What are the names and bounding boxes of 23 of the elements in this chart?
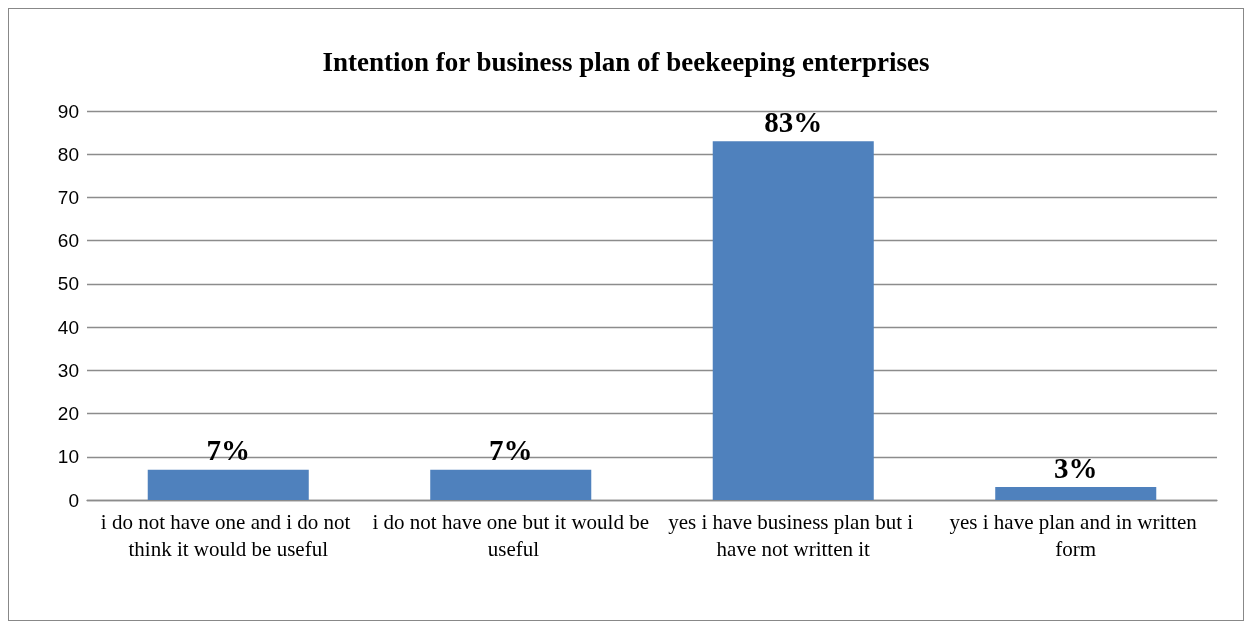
chart-title: Intention for business plan of beekeeping enterprises	[322, 46, 930, 77]
y-tick-label: 0	[68, 489, 79, 511]
y-tick-label: 50	[57, 273, 79, 295]
data-label: 7%	[206, 434, 250, 467]
y-tick-label: 10	[57, 446, 79, 468]
bar	[430, 469, 592, 500]
y-tick-label: 60	[57, 230, 79, 252]
x-tick-label: yes i have plan and in written form	[949, 509, 1203, 561]
x-tick-label: yes i have business plan but i have not written it	[668, 509, 919, 561]
data-label: 7%	[489, 434, 533, 467]
bar	[995, 487, 1157, 500]
y-tick-label: 20	[57, 403, 79, 425]
bar	[712, 141, 874, 500]
data-label: 3%	[1054, 451, 1098, 484]
y-tick-label: 90	[57, 100, 79, 122]
y-tick-label: 70	[57, 186, 79, 208]
x-tick-label: i do not have one and i do not think it would be useful	[100, 509, 356, 561]
bar	[147, 469, 309, 500]
data-label: 83%	[764, 105, 823, 138]
x-tick-label: i do not have one but it would be useful	[372, 509, 649, 561]
y-tick-label: 80	[57, 143, 79, 165]
y-tick-label: 30	[57, 359, 79, 381]
y-tick-label: 40	[57, 316, 79, 338]
